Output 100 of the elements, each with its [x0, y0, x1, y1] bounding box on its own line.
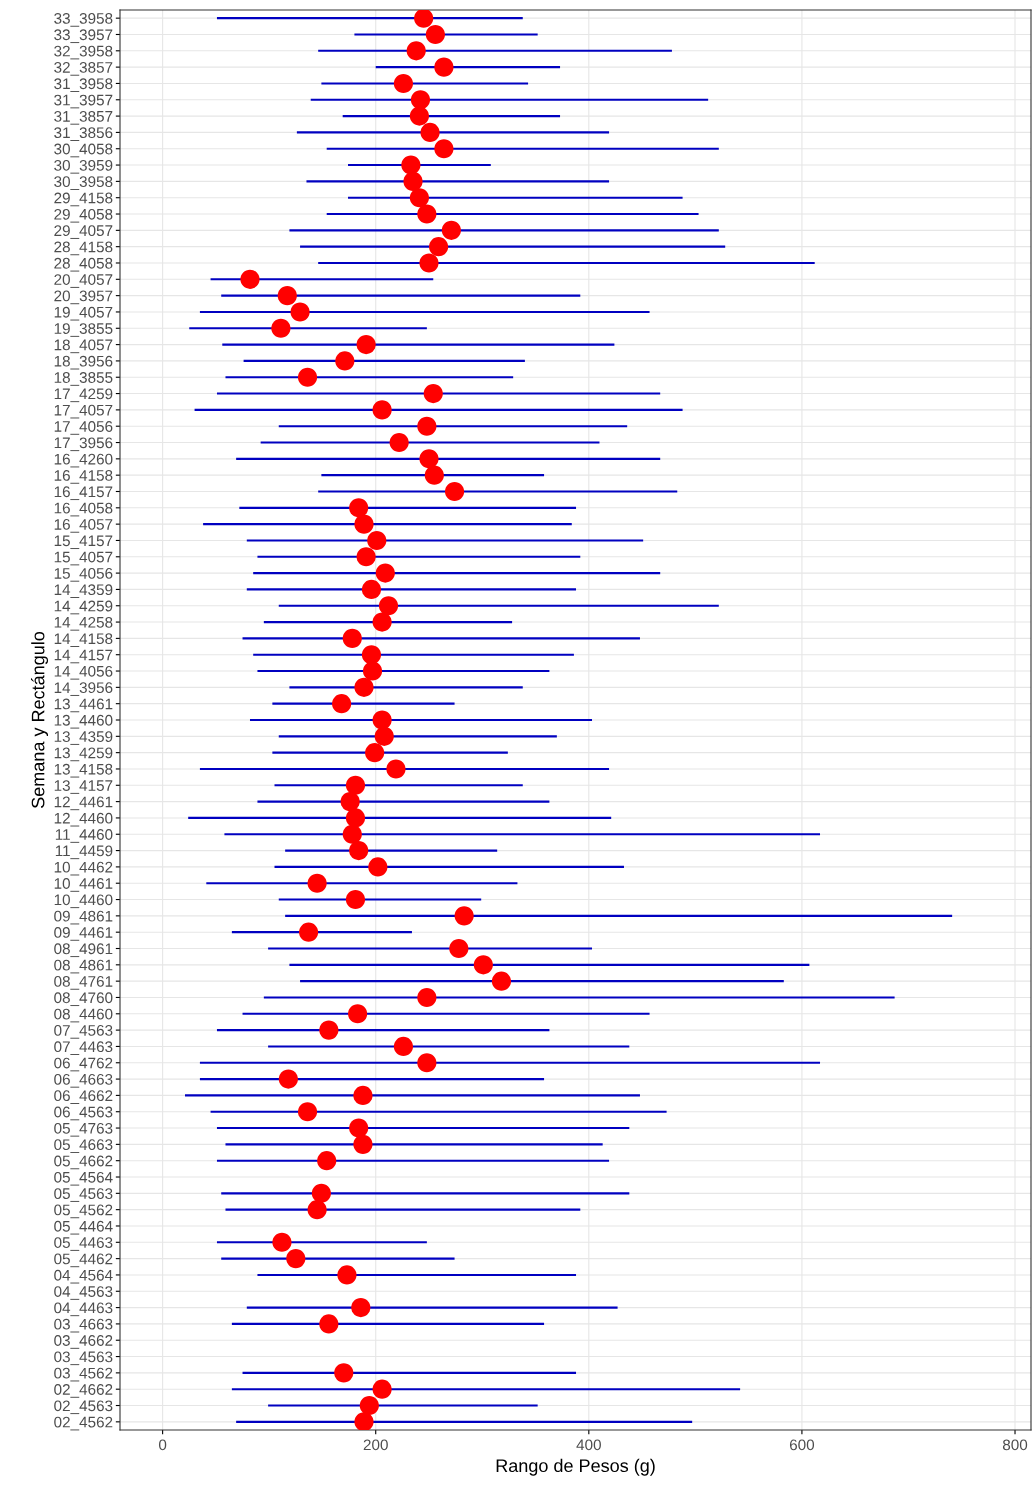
y-tick-label: 32_3958: [54, 45, 113, 60]
y-tick-label: 03_4662: [54, 1335, 113, 1349]
y-tick-label: 04_4564: [54, 1269, 113, 1284]
y-tick-label: 05_4464: [54, 1220, 113, 1235]
bar: [310, 98, 709, 101]
y-tick-label: 13_4461: [54, 698, 113, 713]
y-tick-label: 17_4057: [54, 404, 113, 419]
bar: [236, 1420, 693, 1423]
y-tick-label: 03_4562: [54, 1367, 113, 1382]
y-tick-label: 10_4460: [54, 894, 113, 909]
y-tick-label: 33_3958: [54, 13, 113, 27]
y-tick-label: 16_4058: [54, 502, 113, 517]
bar: [268, 1404, 538, 1407]
bar: [278, 604, 719, 607]
bar: [199, 767, 610, 771]
bar: [268, 947, 593, 950]
y-tick-label: 05_4662: [54, 1155, 113, 1170]
bar: [242, 1012, 650, 1015]
y-tick-label: 33_3957: [54, 29, 113, 44]
bar: [321, 82, 529, 85]
y-tick-label: 20_3957: [54, 290, 113, 305]
y-tick-label: 16_4158: [54, 470, 113, 484]
y-tick-label: 15_4056: [54, 567, 113, 582]
y-tick-label: 13_4359: [54, 731, 113, 745]
y-tick-label: 29_4158: [54, 192, 113, 207]
y-axis-title: Semana y Rectángulo: [30, 631, 49, 808]
y-tick-label: 02_4662: [54, 1384, 113, 1398]
y-tick-label: 12_4460: [54, 812, 113, 827]
x-tick-label: 400: [576, 1439, 601, 1451]
bar: [216, 1126, 630, 1130]
y-tick-label: 14_4259: [54, 600, 113, 615]
y-tick-label: 04_4463: [54, 1302, 113, 1317]
y-tick-label: 14_4157: [54, 649, 113, 664]
bar: [326, 147, 719, 150]
bar: [225, 1143, 603, 1146]
y-tick-label: 05_4763: [54, 1122, 113, 1137]
y-tick-label: 09_4861: [54, 910, 113, 925]
bar: [253, 572, 661, 575]
y-tick-label: 15_4157: [54, 535, 113, 550]
bar: [199, 310, 650, 314]
bar: [188, 816, 612, 819]
y-tick-label: 29_4057: [54, 225, 113, 239]
y-tick-label: 19_3855: [54, 323, 113, 337]
y-tick-label: 07_4463: [54, 1041, 113, 1056]
bar: [199, 1061, 821, 1064]
y-tick-label: 08_4761: [54, 976, 113, 990]
bar: [354, 33, 538, 36]
y-tick-label: 14_3956: [54, 682, 113, 696]
bar: [318, 261, 815, 265]
y-tick-label: 06_4563: [54, 1106, 113, 1121]
y-tick-label: 14_4359: [54, 584, 113, 598]
y-tick-label: 18_3855: [54, 372, 113, 386]
bar: [263, 996, 895, 999]
y-tick-label: 14_4258: [54, 616, 113, 631]
y-tick-label: 18_3956: [54, 355, 113, 370]
y-tick-label: 18_4057: [54, 339, 113, 354]
y-tick-label: 15_4057: [54, 551, 113, 566]
y-tick-label: 31_3857: [54, 110, 113, 125]
y-tick-label: 08_4460: [54, 1008, 113, 1023]
bar: [242, 637, 640, 640]
y-tick-label: 16_4057: [54, 519, 113, 533]
bar: [300, 245, 726, 248]
y-tick-label: 05_4563: [54, 1188, 113, 1202]
y-tick-label: 17_3956: [54, 437, 113, 452]
bar: [216, 392, 661, 395]
bar: [194, 408, 683, 411]
y-tick-label: 16_4260: [54, 453, 113, 468]
y-tick-label: 13_4158: [54, 763, 113, 778]
bar: [318, 490, 678, 493]
y-tick-label: 29_4058: [54, 208, 113, 223]
y-tick-label: 02_4562: [54, 1416, 113, 1431]
y-tick-label: 03_4663: [54, 1318, 113, 1333]
y-tick-label: 10_4462: [54, 861, 113, 876]
y-tick-label: 08_4861: [54, 959, 113, 974]
y-tick-label: 30_3959: [54, 159, 113, 174]
y-tick-label: 31_3957: [54, 94, 113, 109]
bar: [236, 457, 661, 460]
y-tick-label: 08_4760: [54, 992, 113, 1007]
y-tick-label: 32_3857: [54, 61, 113, 76]
bar: [210, 1110, 667, 1113]
x-tick-label: 0: [158, 1439, 167, 1451]
y-tick-label: 16_4157: [54, 486, 113, 501]
y-tick-label: 30_4058: [54, 143, 113, 158]
y-tick-label: 11_4460: [55, 829, 113, 843]
y-tick-label: 05_4562: [54, 1204, 113, 1219]
bar: [222, 343, 615, 346]
y-tick-label: 06_4663: [54, 1073, 113, 1088]
y-tick-label: 05_4462: [54, 1253, 113, 1268]
bar: [221, 1192, 630, 1195]
x-tick-label: 800: [1002, 1439, 1028, 1451]
y-tick-label: 05_4463: [54, 1237, 113, 1251]
y-tick-label: 02_4563: [54, 1400, 113, 1415]
y-tick-label: 14_4056: [54, 665, 113, 680]
y-tick-label: 04_4563: [54, 1286, 113, 1300]
y-tick-label: 30_3958: [54, 176, 113, 190]
bar: [285, 914, 953, 917]
y-tick-label: 10_4461: [54, 878, 113, 892]
y-tick-label: 14_4158: [54, 633, 113, 647]
y-tick-label: 28_4158: [54, 241, 113, 256]
y-tick-label: 11_4459: [55, 845, 113, 860]
